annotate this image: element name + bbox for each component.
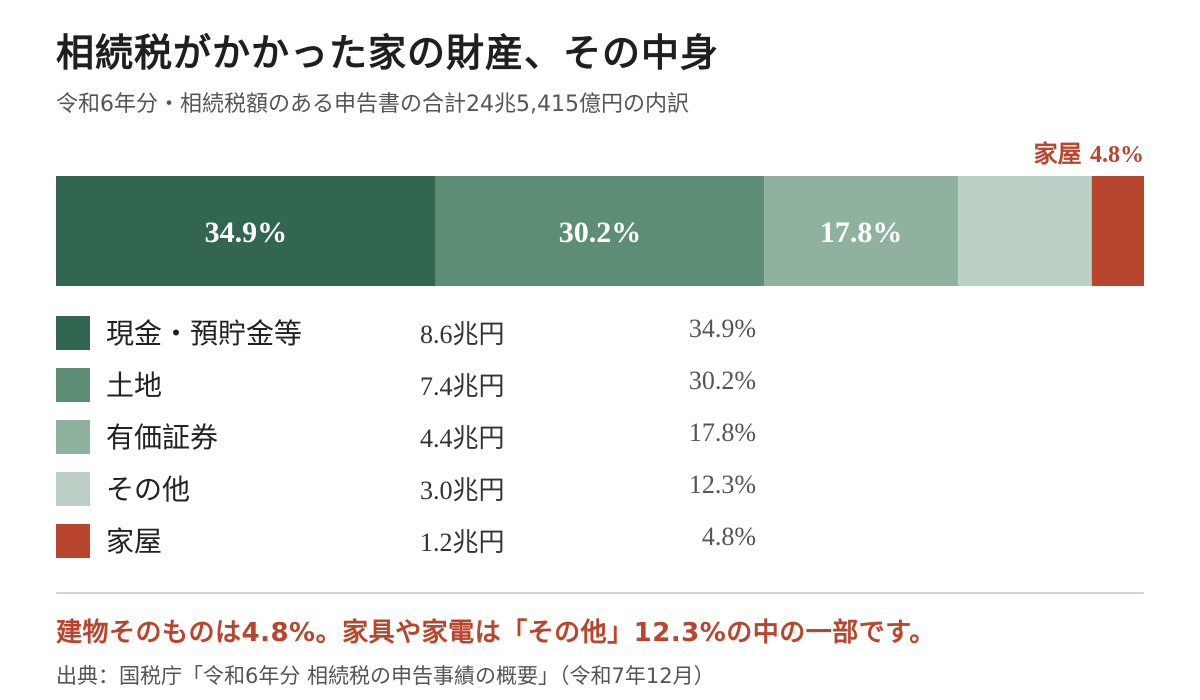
house-callout: 家屋 4.8%	[1034, 134, 1144, 169]
house-callout-label: 家屋	[1033, 140, 1082, 168]
legend-swatch-other	[56, 472, 90, 506]
footnote-highlight: 建物そのものは4.8%。家具や家電は「その他」12.3%の中の一部です。	[56, 618, 936, 648]
source-citation: 出典：国税庁「令和6年分 相続税の申告事績の概要」（令和7年12月）	[56, 664, 715, 688]
legend-pct-securities: 17.8%	[688, 418, 756, 447]
legend-swatch-land	[56, 368, 90, 402]
legend-label-house: 家屋	[106, 525, 163, 558]
legend-amount-securities: 4.4兆円	[420, 424, 505, 453]
legend-row-securities: 有価証券 4.4兆円 17.8%	[56, 412, 816, 464]
legend-pct-other: 12.3%	[688, 470, 756, 499]
bar-label-cash: 34.9%	[205, 216, 288, 249]
legend-label-cash: 現金・預貯金等	[106, 317, 303, 350]
footer-divider	[56, 592, 1144, 594]
legend-pct-land: 30.2%	[688, 366, 756, 395]
legend-swatch-cash	[56, 316, 90, 350]
legend-row-house: 家屋 1.2兆円 4.8%	[56, 516, 816, 568]
legend-pct-cash: 34.9%	[688, 314, 756, 343]
stacked-bar-chart: 34.9% 30.2% 17.8%	[56, 176, 1144, 286]
legend-label-other: その他	[106, 473, 191, 506]
legend-label-securities: 有価証券	[106, 421, 219, 454]
legend-row-other: その他 3.0兆円 12.3%	[56, 464, 816, 516]
legend-row-land: 土地 7.4兆円 30.2%	[56, 360, 816, 412]
legend-amount-cash: 8.6兆円	[420, 320, 505, 349]
legend-swatch-house	[56, 524, 90, 558]
legend-row-cash: 現金・預貯金等 8.6兆円 34.9%	[56, 308, 816, 360]
legend-label-land: 土地	[106, 369, 163, 402]
legend-amount-house: 1.2兆円	[420, 528, 505, 557]
bar-segment-securities	[764, 176, 958, 286]
legend-amount-land: 7.4兆円	[420, 372, 505, 401]
legend-pct-house: 4.8%	[701, 522, 756, 551]
chart-title: 相続税がかかった家の財産、その中身	[56, 31, 720, 75]
house-callout-value: 4.8%	[1090, 142, 1144, 168]
bar-label-land: 30.2%	[559, 216, 642, 249]
bar-segment-cash	[56, 176, 436, 286]
bar-segment-house	[1091, 176, 1144, 286]
bar-segment-land	[435, 176, 765, 286]
chart-subtitle: 令和6年分・相続税額のある申告書の合計24兆5,415億円の内訳	[56, 92, 689, 117]
legend-amount-other: 3.0兆円	[420, 476, 505, 505]
legend-swatch-securities	[56, 420, 90, 454]
legend: 現金・預貯金等 8.6兆円 34.9% 土地 7.4兆円 30.2% 有価証券 …	[56, 308, 816, 568]
bar-segment-other	[957, 176, 1092, 286]
bar-label-securities: 17.8%	[820, 216, 903, 249]
